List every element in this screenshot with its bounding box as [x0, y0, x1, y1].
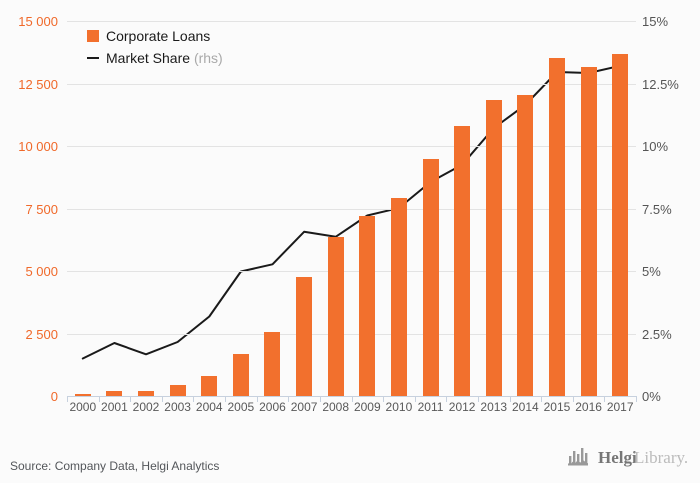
svg-text:Helgi: Helgi: [598, 448, 637, 467]
svg-text:Library.: Library.: [634, 448, 688, 467]
